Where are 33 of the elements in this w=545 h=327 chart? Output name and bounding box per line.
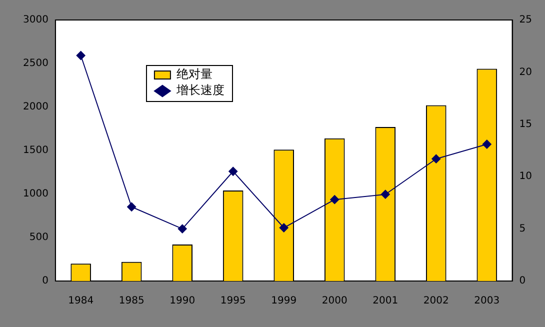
y2-tick-label: 0 [519,276,526,287]
y-tick-label: 0 [42,276,48,287]
x-tick-label: 2003 [474,296,500,307]
y2-tick-label: 20 [519,66,532,78]
x-tick-label: 1995 [220,296,246,307]
y-tick-label: 1500 [22,145,48,156]
point [432,154,441,164]
legend-label: 增长速度 [175,83,224,98]
point [482,140,492,149]
y2-tick-label: 15 [519,118,532,130]
x-tick-label: 1999 [271,296,297,307]
y2-tick-label: 5 [519,223,526,234]
y-tick-label: 2000 [22,102,48,113]
y2-tick-label: 25 [519,14,532,26]
x-tick-label: 1990 [170,296,196,307]
y2-tick-label: 10 [519,171,532,182]
y-tick-label: 3000 [22,14,48,26]
legend-label: 绝对量 [176,67,212,82]
point [279,223,288,232]
y-tick-label: 2500 [22,58,48,70]
point [76,50,86,60]
y-tick-label: 1000 [22,188,48,200]
x-tick-label: 2002 [423,296,449,307]
point [228,166,238,176]
x-tick-label: 2001 [372,296,398,307]
x-tick-label: 2000 [322,296,348,307]
x-tick-label: 1984 [68,296,94,307]
point [178,224,187,234]
point [127,202,136,212]
point [380,190,390,199]
y-tick-label: 500 [29,232,48,244]
x-tick-label: 1985 [118,296,144,307]
point [330,195,340,204]
